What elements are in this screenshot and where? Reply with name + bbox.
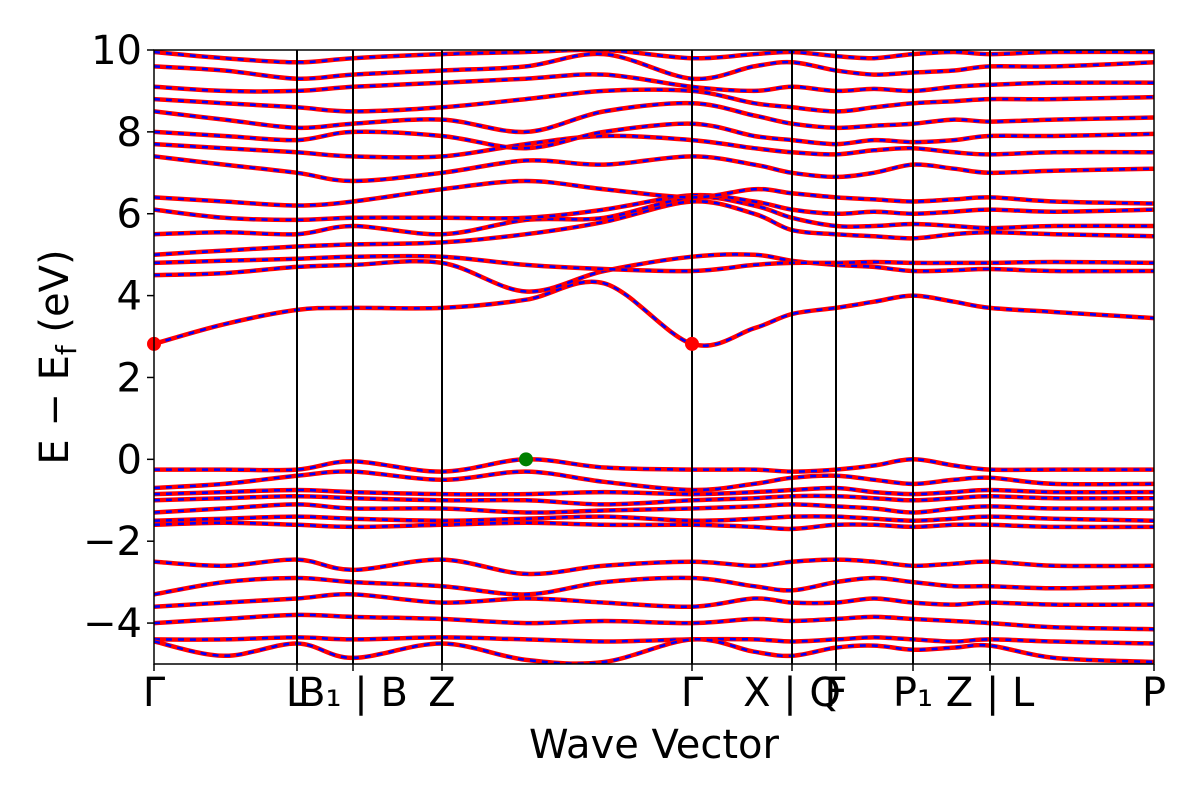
kpoint-label-0: Γ: [143, 670, 166, 716]
vbm-marker-3: [519, 452, 533, 467]
kpoint-label-6: F: [824, 670, 847, 716]
y-tick-label-7: 10: [91, 28, 142, 74]
cbm-marker-2: [685, 336, 699, 351]
band-26-dashed: [154, 613, 1154, 631]
band-27-dashed: [154, 636, 1154, 645]
band-12-dashed: [154, 88, 1154, 113]
band-15-dashed: [154, 50, 1154, 64]
band-18-dashed: [154, 486, 1154, 496]
y-tick-label-4: 4: [117, 274, 142, 320]
x-axis-title: Wave Vector: [529, 722, 780, 768]
band-16-dashed: [154, 458, 1154, 473]
plot-frame: [153, 49, 1155, 665]
y-axis-title-main: E − E: [32, 355, 78, 465]
band-20-dashed: [154, 503, 1154, 514]
band-19-dashed: [154, 494, 1154, 506]
y-tick-label-5: 6: [117, 192, 142, 238]
band-17-dashed: [154, 470, 1154, 492]
y-tick-label-0: −4: [83, 601, 142, 647]
band-4-dashed: [154, 200, 1154, 256]
band-23-dashed: [154, 558, 1154, 576]
kpoint-label-4: Γ: [681, 670, 704, 716]
band-25-dashed: [154, 593, 1154, 609]
y-axis: −4 −2 0 2 4 6 8 10: [83, 28, 154, 647]
kpoint-label-8: Z | L: [946, 670, 1035, 716]
y-axis-title-tail: (eV): [32, 249, 78, 345]
band-9-dashed: [154, 134, 1154, 159]
band-22-dashed: [154, 521, 1154, 531]
kpoint-label-5: X | Q: [743, 670, 841, 716]
band-2-dashed: [154, 253, 1154, 293]
kpoint-label-2: B₁ | B: [298, 670, 408, 716]
kpoint-label-3: Z: [428, 670, 455, 716]
band-10-dashed: [154, 122, 1154, 150]
band-28-dashed: [154, 638, 1154, 664]
y-tick-label-2: 0: [117, 437, 142, 483]
y-tick-label-3: 2: [117, 355, 142, 401]
kpoint-label-9: P: [1142, 670, 1166, 716]
band-21-dashed: [154, 515, 1154, 523]
band-24-dashed: [154, 576, 1154, 596]
band-11-dashed: [154, 101, 1154, 134]
bands-layer: [154, 50, 1154, 664]
band-14-dashed: [154, 52, 1154, 81]
kpath-lines: [296, 50, 991, 664]
band-13-dashed: [154, 73, 1154, 93]
band-5-dashed: [154, 195, 1154, 236]
band-3-dashed: [154, 254, 1154, 273]
x-axis: Γ LB₁ | B Z Γ X | QF P₁ Z | L P: [143, 664, 1166, 716]
y-axis-title-sub: f: [50, 344, 83, 355]
band-6-dashed: [154, 193, 1154, 222]
y-tick-label-6: 8: [117, 110, 142, 156]
band-8-dashed: [154, 155, 1154, 183]
kpoint-label-7: P₁: [893, 670, 933, 716]
band-1-solid: [154, 279, 1154, 348]
band-7-dashed: [154, 179, 1154, 207]
kpoint-label-1: L: [286, 670, 309, 716]
y-tick-label-1: −2: [83, 519, 142, 565]
y-axis-title: E − Ef (eV): [32, 249, 83, 464]
